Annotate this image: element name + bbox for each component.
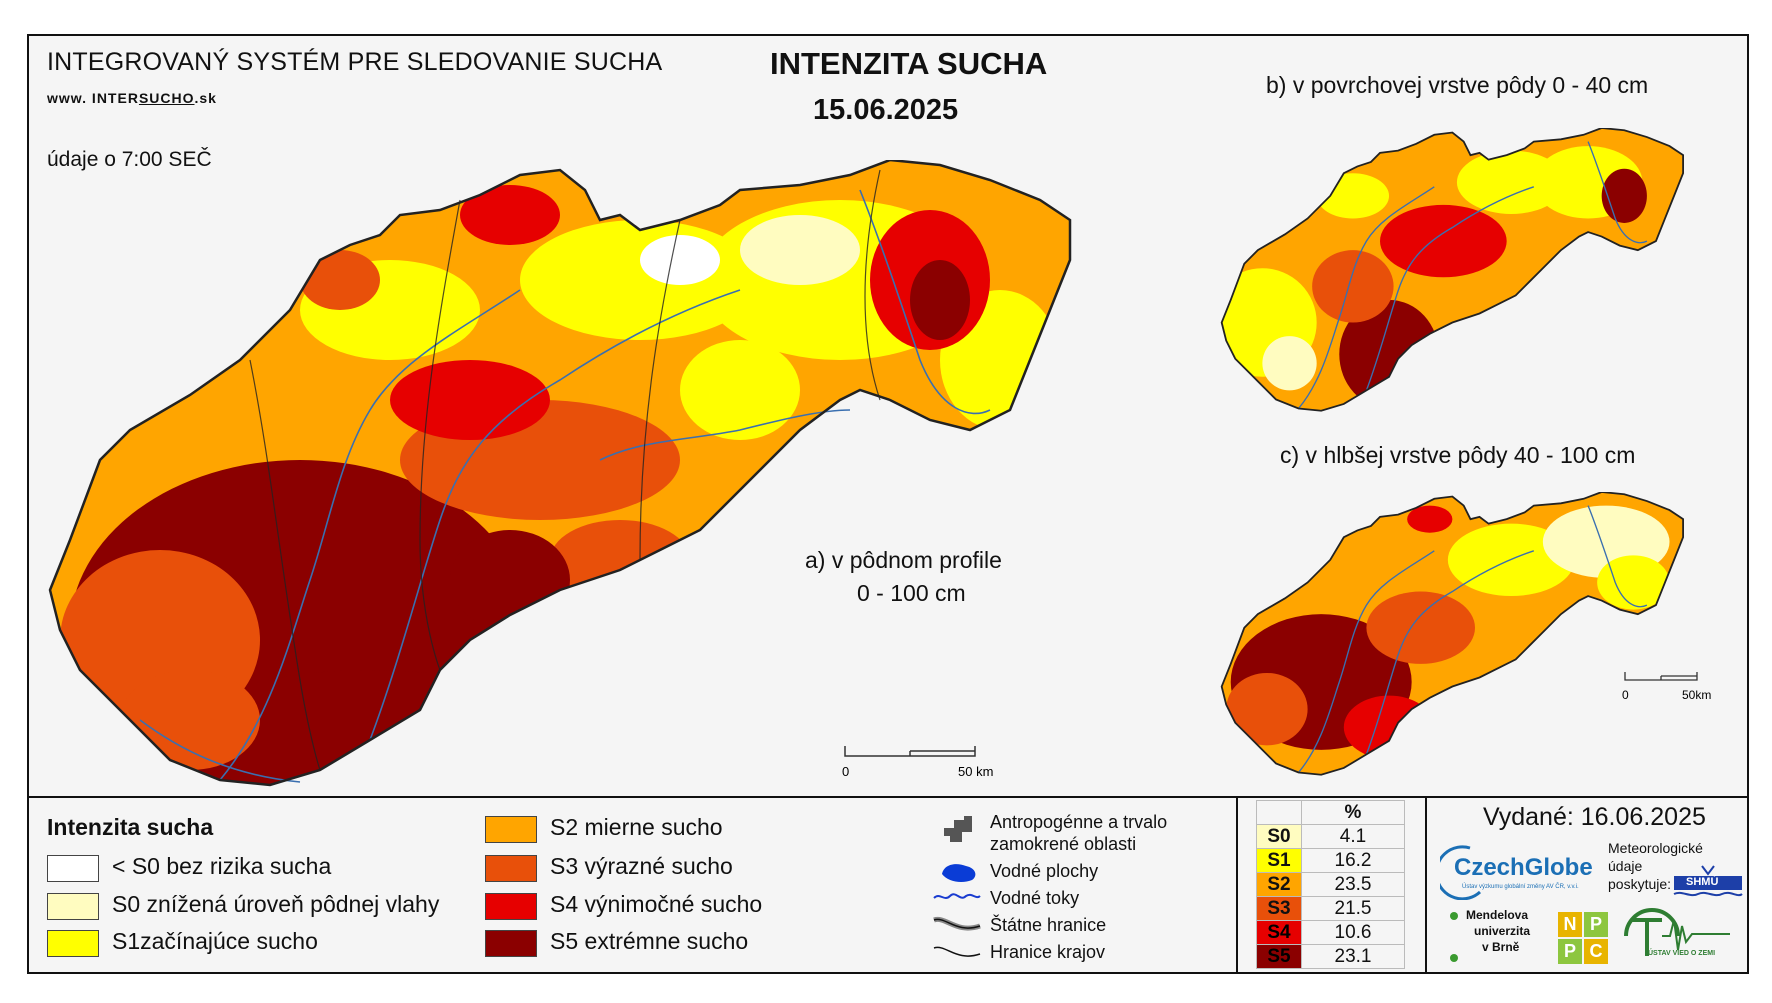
- pct-code: S3: [1256, 896, 1302, 921]
- nppc-p2: P: [1558, 939, 1582, 964]
- legend-swatch: [485, 930, 537, 957]
- legend-swatch: [47, 893, 99, 920]
- issued-date: Vydané: 16.06.2025: [1483, 803, 1706, 831]
- legend-label: S4 výnimočné sucho: [550, 891, 763, 917]
- pct-code: S4: [1256, 920, 1302, 945]
- legend-label: S1začínajúce sucho: [112, 928, 318, 954]
- shmu-name: SHMÚ: [1686, 876, 1719, 888]
- drought-percent-table: % S0 4.1 S1 16.2 S2 23.5 S3 21.5 S4 10.6 S5 23.1: [1256, 800, 1405, 969]
- map-b-label: b) v povrchovej vrstve pôdy 0 - 40 cm: [1266, 72, 1649, 98]
- region-border-icon: [933, 946, 981, 957]
- nppc-logo: N P P C: [1558, 912, 1608, 964]
- pct-header-blank: [1256, 800, 1302, 825]
- anthropogenic-label-2: zamokrené oblasti: [990, 834, 1137, 854]
- water-streams-label: Vodné toky: [990, 888, 1080, 908]
- uvz-name: ÚSTAV VIED O ZEMI: [1648, 950, 1716, 957]
- legend-title: Intenzita sucha: [47, 814, 214, 840]
- pct-value: 4.1: [1301, 824, 1405, 849]
- divider-table-logos: [1425, 798, 1427, 974]
- pct-value: 10.6: [1301, 920, 1405, 945]
- meteo-line3: poskytuje:: [1608, 876, 1672, 892]
- main-map-rivers: [139, 189, 991, 783]
- main-scale-fifty: 50 km: [958, 764, 993, 779]
- czechglobe-name: CzechGlobe: [1454, 854, 1593, 881]
- legend-swatch: [485, 816, 537, 843]
- anthropogenic-area-icon: [944, 816, 972, 842]
- mendel-university-logo: Mendelova univerzita v Brně: [1444, 906, 1544, 972]
- state-border-icon: [933, 916, 981, 931]
- shmu-wave-icon: [1673, 865, 1743, 897]
- water-area-icon: [942, 864, 976, 882]
- main-scale-zero: 0: [842, 764, 849, 779]
- main-title: INTENZITA SUCHA: [770, 46, 1048, 81]
- main-map-region-borders: [249, 169, 881, 771]
- pct-row: S4 10.6: [1256, 920, 1405, 945]
- legend-label: S0 znížená úroveň pôdnej vlahy: [112, 891, 440, 917]
- legend-swatch: [47, 930, 99, 957]
- water-stream-icon: [933, 893, 981, 899]
- main-scale-bar: 0 50 km: [842, 746, 993, 779]
- pct-row: S1 16.2: [1256, 848, 1405, 873]
- czechglobe-sub: Ústav výzkumu globální změny AV ČR, v.v.…: [1462, 884, 1579, 890]
- mendel-line1: Mendelova: [1466, 908, 1529, 922]
- divider-symbols-table: [1236, 798, 1238, 974]
- legend-label: S3 výrazné sucho: [550, 853, 733, 879]
- pct-row: S3 21.5: [1256, 896, 1405, 921]
- anthropogenic-label-1: Antropogénne a trvalo: [990, 812, 1168, 832]
- nppc-c: C: [1584, 939, 1608, 964]
- meteo-line1: Meteorologické: [1608, 840, 1703, 856]
- uvz-logo: ÚSTAV VIED O ZEMI: [1622, 906, 1734, 968]
- website-link[interactable]: www. INTERSUCHO.sk: [47, 90, 217, 106]
- czechglobe-logo: CzechGlobe Ústav výzkumu globální změny …: [1434, 840, 1604, 901]
- small-scale-bar: 0 50km: [1622, 672, 1711, 702]
- shmu-logo: SHMÚ: [1672, 864, 1744, 898]
- small-scale-zero: 0: [1622, 688, 1629, 702]
- map-c-deep-layer: [1220, 492, 1684, 776]
- web-mid: SUCHO: [138, 90, 195, 106]
- legend-label: S5 extrémne sucho: [550, 928, 749, 954]
- pct-value: 16.2: [1301, 848, 1405, 873]
- map-a-label-line1: a) v pôdnom profile: [805, 547, 1002, 573]
- pct-value: 23.1: [1301, 944, 1405, 969]
- water-areas-label: Vodné plochy: [990, 861, 1099, 881]
- pct-code: S0: [1256, 824, 1302, 849]
- pct-value: 23.5: [1301, 872, 1405, 897]
- mendel-line3: v Brně: [1482, 940, 1520, 954]
- small-scale-fifty: 50km: [1682, 688, 1711, 702]
- main-map-state-border: [48, 160, 1072, 787]
- main-map-fill: [50, 160, 1070, 785]
- pct-code: S2: [1256, 872, 1302, 897]
- pct-value: 21.5: [1301, 896, 1405, 921]
- legend-label: < S0 bez rizika sucha: [112, 853, 332, 879]
- main-drought-map: [48, 160, 1072, 787]
- pct-row: S0 4.1: [1256, 824, 1405, 849]
- data-time-note: údaje o 7:00 SEČ: [47, 148, 212, 171]
- map-b-surface-layer: [1220, 128, 1684, 412]
- main-date: 15.06.2025: [813, 94, 959, 126]
- system-title: INTEGROVANÝ SYSTÉM PRE SLEDOVANIE SUCHA: [47, 48, 663, 76]
- pct-row: S5 23.1: [1256, 944, 1405, 969]
- pct-code: S5: [1256, 944, 1302, 969]
- mendel-line2: univerzita: [1474, 924, 1531, 938]
- nppc-p1: P: [1584, 912, 1608, 937]
- meteo-line2: údaje: [1608, 858, 1643, 874]
- map-c-label: c) v hlbšej vrstve pôdy 40 - 100 cm: [1280, 442, 1636, 468]
- pct-header: %: [1301, 800, 1405, 825]
- legend-swatch: [47, 855, 99, 882]
- legend-swatch: [485, 893, 537, 920]
- uvz-seismograph-icon: [1624, 908, 1730, 956]
- legend-label: S2 mierne sucho: [550, 814, 723, 840]
- map-a-label-line2: 0 - 100 cm: [857, 580, 966, 606]
- state-border-label: Štátne hranice: [990, 915, 1107, 935]
- region-border-label: Hranice krajov: [990, 942, 1106, 962]
- web-prefix: www. INTER: [47, 90, 139, 106]
- mendel-dots-icon: [1450, 912, 1458, 962]
- legend-swatch: [485, 855, 537, 882]
- legend-divider: [27, 796, 1749, 798]
- pct-code: S1: [1256, 848, 1302, 873]
- web-suffix: .sk: [194, 90, 217, 106]
- nppc-n: N: [1558, 912, 1582, 937]
- pct-row: S2 23.5: [1256, 872, 1405, 897]
